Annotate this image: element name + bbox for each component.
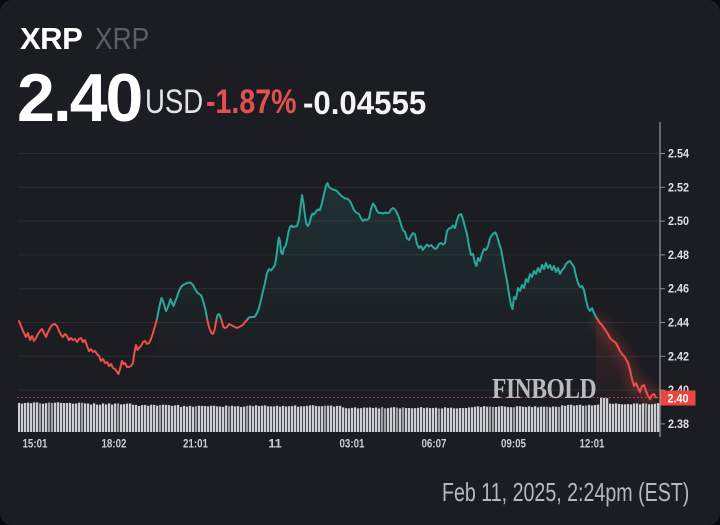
svg-text:2.40: 2.40 — [668, 394, 689, 406]
svg-text:FINBOLD: FINBOLD — [492, 373, 596, 404]
svg-text:2.48: 2.48 — [668, 250, 690, 262]
svg-text:12:01: 12:01 — [580, 439, 606, 451]
svg-text:2.44: 2.44 — [668, 318, 690, 330]
svg-text:2.42: 2.42 — [668, 351, 689, 363]
svg-text:2.52: 2.52 — [668, 182, 689, 194]
svg-text:06:07: 06:07 — [422, 439, 447, 451]
svg-text:2.46: 2.46 — [668, 284, 689, 296]
svg-text:11: 11 — [268, 439, 282, 451]
svg-text:03:01: 03:01 — [340, 439, 366, 451]
svg-text:21:01: 21:01 — [183, 439, 209, 451]
svg-text:2.38: 2.38 — [668, 419, 690, 431]
svg-text:09:05: 09:05 — [501, 439, 527, 451]
svg-text:2.50: 2.50 — [668, 216, 689, 228]
svg-text:18:02: 18:02 — [102, 439, 127, 451]
svg-text:2.54: 2.54 — [668, 149, 690, 161]
svg-text:15:01: 15:01 — [23, 439, 49, 451]
